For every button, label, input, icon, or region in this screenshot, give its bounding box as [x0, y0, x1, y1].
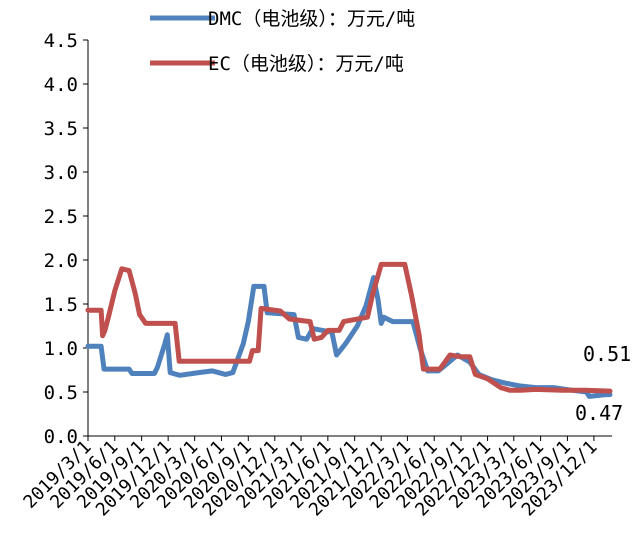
y-axis: 0.0 0.5 1.0 1.5 2.0 2.5 3.0 3.5 4.0 4.5 — [44, 30, 89, 448]
y-tick-label: 1.0 — [44, 338, 78, 360]
y-tick-label: 0.0 — [44, 426, 78, 448]
y-tick-label: 1.5 — [44, 294, 78, 316]
y-tick-label: 2.0 — [44, 250, 78, 272]
legend-label-ec: EC（电池级）：万元/吨 — [208, 53, 404, 75]
y-tick-label: 4.5 — [44, 30, 78, 52]
y-tick-label: 4.0 — [44, 74, 78, 96]
y-tick-label: 3.5 — [44, 118, 78, 140]
plot-lines — [85, 261, 613, 399]
series-line-ec — [85, 261, 613, 394]
y-tick-label: 0.5 — [44, 382, 78, 404]
y-tick-label: 3.0 — [44, 162, 78, 184]
annotation-ec-last-value: 0.51 — [583, 342, 631, 366]
x-axis: 2019/3/12019/6/12019/9/12019/12/12020/3/… — [19, 435, 612, 521]
y-tick-label: 2.5 — [44, 206, 78, 228]
annotation-dmc-last-value: 0.47 — [575, 401, 623, 425]
legend: DMC（电池级）：万元/吨 EC（电池级）：万元/吨 — [150, 8, 415, 75]
series-line-dmc — [85, 275, 613, 399]
legend-label-dmc: DMC（电池级）：万元/吨 — [208, 8, 415, 30]
